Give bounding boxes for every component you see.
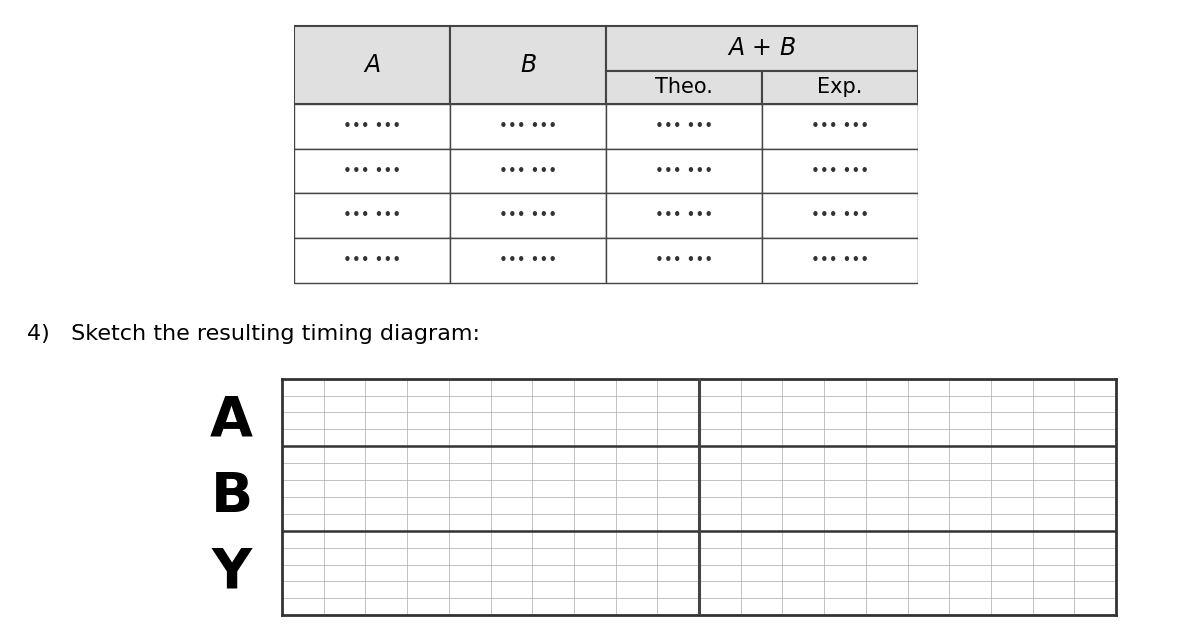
Text: Theo.: Theo. bbox=[655, 78, 713, 97]
FancyBboxPatch shape bbox=[294, 238, 450, 283]
FancyBboxPatch shape bbox=[606, 194, 762, 238]
Text: ••• •••: ••• ••• bbox=[655, 119, 713, 134]
FancyBboxPatch shape bbox=[606, 238, 762, 283]
Text: ••• •••: ••• ••• bbox=[343, 163, 401, 179]
FancyBboxPatch shape bbox=[606, 149, 762, 194]
Text: ••• •••: ••• ••• bbox=[343, 253, 401, 268]
FancyBboxPatch shape bbox=[450, 194, 606, 238]
FancyBboxPatch shape bbox=[762, 71, 918, 104]
FancyBboxPatch shape bbox=[450, 238, 606, 283]
Text: $\mathit{A}$ + $\mathit{B}$: $\mathit{A}$ + $\mathit{B}$ bbox=[727, 37, 797, 61]
Text: ••• •••: ••• ••• bbox=[499, 208, 557, 223]
FancyBboxPatch shape bbox=[294, 149, 450, 194]
Text: ••• •••: ••• ••• bbox=[343, 119, 401, 134]
FancyBboxPatch shape bbox=[450, 104, 606, 149]
FancyBboxPatch shape bbox=[294, 26, 450, 104]
FancyBboxPatch shape bbox=[294, 104, 450, 149]
Text: ••• •••: ••• ••• bbox=[655, 253, 713, 268]
FancyBboxPatch shape bbox=[450, 149, 606, 194]
FancyBboxPatch shape bbox=[762, 149, 918, 194]
Text: ••• •••: ••• ••• bbox=[343, 208, 401, 223]
FancyBboxPatch shape bbox=[762, 104, 918, 149]
FancyBboxPatch shape bbox=[450, 26, 606, 104]
Text: B: B bbox=[210, 470, 253, 524]
Text: ••• •••: ••• ••• bbox=[811, 163, 869, 179]
FancyBboxPatch shape bbox=[762, 238, 918, 283]
Text: ••• •••: ••• ••• bbox=[811, 208, 869, 223]
Text: Y: Y bbox=[211, 546, 252, 600]
Text: ••• •••: ••• ••• bbox=[811, 119, 869, 134]
Text: A: A bbox=[210, 394, 253, 448]
Text: ••• •••: ••• ••• bbox=[811, 253, 869, 268]
Text: $\mathit{B}$: $\mathit{B}$ bbox=[520, 53, 536, 77]
Text: ••• •••: ••• ••• bbox=[499, 119, 557, 134]
FancyBboxPatch shape bbox=[606, 26, 918, 71]
Text: 4)   Sketch the resulting timing diagram:: 4) Sketch the resulting timing diagram: bbox=[28, 324, 480, 345]
Text: Exp.: Exp. bbox=[817, 78, 863, 97]
Text: $\mathit{A}$: $\mathit{A}$ bbox=[364, 53, 380, 77]
Text: ••• •••: ••• ••• bbox=[655, 208, 713, 223]
FancyBboxPatch shape bbox=[606, 71, 762, 104]
Text: ••• •••: ••• ••• bbox=[499, 253, 557, 268]
Text: ••• •••: ••• ••• bbox=[655, 163, 713, 179]
FancyBboxPatch shape bbox=[294, 194, 450, 238]
FancyBboxPatch shape bbox=[606, 104, 762, 149]
Text: ••• •••: ••• ••• bbox=[499, 163, 557, 179]
FancyBboxPatch shape bbox=[762, 194, 918, 238]
